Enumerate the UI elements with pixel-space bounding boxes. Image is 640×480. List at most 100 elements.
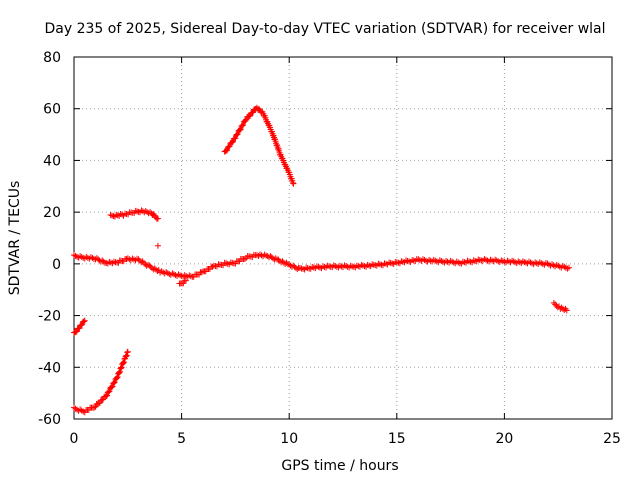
x-tick-label: 5 <box>177 431 186 447</box>
data-point <box>138 259 145 266</box>
y-tick-label: -60 <box>38 412 61 428</box>
data-point <box>553 302 560 309</box>
data-point <box>241 256 248 263</box>
data-point <box>279 258 286 265</box>
data-point <box>114 373 121 380</box>
data-point <box>359 262 366 269</box>
data-point <box>107 211 114 218</box>
data-point <box>103 393 110 400</box>
y-tick-label: -40 <box>38 360 61 376</box>
data-point <box>118 364 125 371</box>
data-point <box>122 353 129 360</box>
data-point <box>76 325 83 332</box>
x-tick-label: 20 <box>495 431 513 447</box>
data-point <box>387 259 394 266</box>
data-point <box>294 266 301 273</box>
data-point <box>239 122 246 129</box>
data-point <box>105 388 112 395</box>
data-point <box>410 257 417 264</box>
data-point <box>79 321 86 328</box>
data-point <box>154 215 161 222</box>
data-point <box>389 260 396 267</box>
data-point <box>232 135 239 142</box>
data-point <box>550 299 557 306</box>
data-point <box>404 257 411 264</box>
data-point <box>378 261 385 268</box>
y-tick-label: 0 <box>52 257 61 273</box>
data-point <box>151 265 158 272</box>
data-point <box>120 359 127 366</box>
data-point <box>383 260 390 267</box>
data-point <box>119 211 126 218</box>
data-point <box>326 263 333 270</box>
data-point <box>321 263 328 270</box>
data-point <box>455 259 462 266</box>
data-point <box>109 383 116 390</box>
data-point <box>154 242 161 249</box>
chart-title: Day 235 of 2025, Sidereal Day-to-day VTE… <box>44 21 605 37</box>
data-point <box>240 121 247 128</box>
data-point <box>146 262 153 269</box>
y-tick-label: 20 <box>43 205 61 221</box>
data-point <box>104 392 111 399</box>
data-point <box>556 303 563 310</box>
x-tick-label: 10 <box>280 431 298 447</box>
x-tick-label: 25 <box>603 431 621 447</box>
plot-frame <box>73 56 613 420</box>
data-point <box>472 257 479 264</box>
data-point <box>224 260 231 267</box>
data-point <box>250 109 257 116</box>
axis-ticks: 0 5 10 15 20 25 -60 -40 -20 0 20 40 60 80 <box>38 50 621 447</box>
data-point <box>92 403 99 410</box>
data-point <box>180 280 187 287</box>
data-point <box>399 258 406 265</box>
data-point <box>115 370 122 377</box>
data-point <box>304 265 311 272</box>
data-point <box>100 396 107 403</box>
y-tick-label: 40 <box>43 153 61 169</box>
y-axis-label: SDTVAR / TECUs <box>7 181 23 296</box>
data-point <box>123 353 130 359</box>
data-point <box>290 180 297 187</box>
data-point <box>366 262 373 269</box>
data-point <box>118 364 125 371</box>
data-point <box>114 212 121 219</box>
data-point <box>261 251 268 258</box>
data-point <box>110 213 117 220</box>
data-point <box>73 328 80 335</box>
data-point <box>310 264 317 271</box>
data-point <box>300 266 307 273</box>
data-point <box>275 256 282 263</box>
data-point <box>242 117 249 124</box>
data-point <box>96 399 103 406</box>
data-point <box>117 365 124 372</box>
data-point <box>224 147 231 154</box>
data-points <box>71 104 572 416</box>
data-point <box>289 179 296 186</box>
data-point <box>355 263 362 270</box>
data-point <box>234 130 241 137</box>
data-point <box>147 263 154 270</box>
data-point <box>108 384 115 391</box>
data-point <box>376 261 383 268</box>
data-point <box>113 211 120 218</box>
data-point <box>119 360 126 367</box>
data-point <box>123 352 130 359</box>
data-point <box>116 368 123 375</box>
data-point <box>155 266 162 273</box>
data-point <box>298 265 305 272</box>
x-axis-label: GPS time / hours <box>281 458 398 474</box>
data-point <box>111 379 118 386</box>
data-point <box>350 263 357 270</box>
data-point <box>247 112 254 119</box>
data-point <box>81 317 88 324</box>
data-point <box>120 359 127 366</box>
data-point <box>116 369 123 376</box>
data-point <box>243 116 250 123</box>
data-point <box>109 212 116 219</box>
data-point <box>186 272 193 279</box>
y-tick-label: -20 <box>38 309 61 325</box>
data-point <box>467 258 474 265</box>
data-point <box>237 126 244 133</box>
